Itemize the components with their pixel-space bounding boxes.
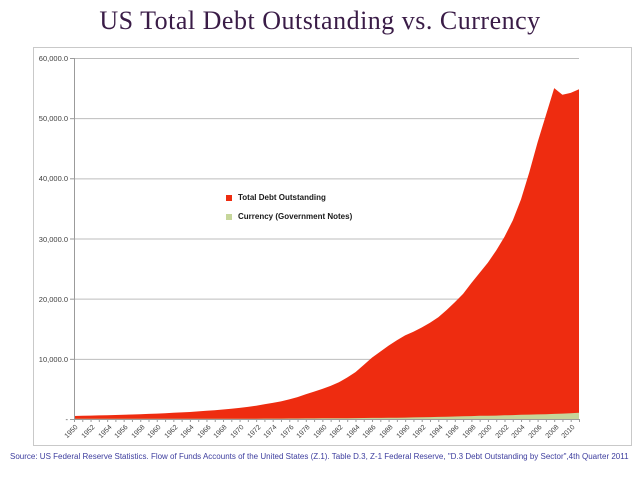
x-tick-label: 1972: [246, 424, 263, 440]
currency-area: [74, 412, 579, 419]
x-tick-label: 1954: [97, 424, 114, 440]
x-tick-label: 1958: [130, 424, 147, 440]
x-tick-label: 2008: [544, 424, 561, 440]
y-tick-label: 60,000.0: [38, 54, 68, 63]
plot-area: [70, 58, 580, 422]
x-tick-label: 1960: [146, 424, 163, 440]
x-tick-label: 1974: [262, 424, 279, 440]
x-tick-label: 2006: [527, 424, 544, 440]
x-tick-label: 2010: [560, 424, 577, 440]
x-tick-label: 1964: [179, 424, 196, 440]
x-tick-label: 1984: [345, 424, 362, 440]
legend-label-currency: Currency (Government Notes): [238, 212, 353, 221]
y-tick-label: 40,000.0: [38, 174, 68, 184]
x-tick-label: 1982: [328, 424, 345, 440]
x-tick-label: 1986: [362, 424, 378, 440]
x-tick-label: 1996: [444, 424, 461, 440]
x-tick-label: 1992: [411, 424, 428, 440]
debt-series-swatch-icon: [226, 194, 232, 201]
x-tick-label: 1976: [279, 424, 296, 440]
y-tick-label: 50,000.0: [38, 114, 68, 124]
x-tick-label: 1988: [378, 424, 395, 440]
y-tick-label: 10,000.0: [38, 354, 68, 364]
x-tick-label: 1968: [213, 424, 229, 440]
legend-item-debt: Total Debt Outstanding: [226, 193, 352, 202]
x-tick-label: 1994: [428, 424, 445, 440]
x-tick-label: 1962: [163, 424, 180, 440]
x-tick-label: 2000: [477, 424, 494, 440]
chart-frame: 60,000.0 50,000.0 40,000.0 30,000.0 20,000.0…: [33, 47, 632, 446]
x-tick-label: 1998: [461, 424, 478, 440]
x-tick-label: 1978: [295, 424, 312, 440]
chart-title: US Total Debt Outstanding vs. Currency: [99, 6, 541, 35]
x-tick-label: 1966: [196, 424, 213, 440]
legend-label-debt: Total Debt Outstanding: [238, 193, 326, 202]
x-tick-label: 2004: [511, 424, 528, 440]
source-note: Source: US Federal Reserve Statistics. F…: [10, 452, 629, 461]
x-tick-label: 1970: [229, 424, 246, 440]
currency-series-swatch-icon: [226, 213, 232, 220]
x-tick-label: 1956: [113, 424, 130, 440]
debt-area: [74, 88, 579, 419]
legend: Total Debt Outstanding Currency (Governm…: [226, 193, 352, 231]
x-tick-label: 2002: [494, 424, 511, 440]
x-tick-label: 1990: [395, 424, 412, 440]
x-tick-label: 1952: [80, 424, 97, 440]
y-tick-label: -: [65, 415, 69, 424]
x-tick-label: 1950: [63, 424, 80, 440]
x-tick-label: 1980: [312, 424, 329, 440]
legend-item-currency: Currency (Government Notes): [226, 212, 352, 221]
y-tick-label: 20,000.0: [38, 294, 68, 304]
y-tick-label: 30,000.0: [38, 234, 68, 244]
